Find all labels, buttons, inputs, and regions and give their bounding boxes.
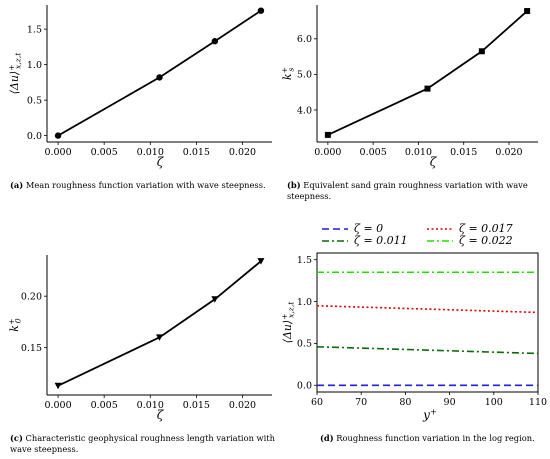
legend-label: ζ = 0.017 [459,222,513,235]
caption-c-text: Characteristic geophysical roughness len… [10,433,275,454]
x-tick-label: 0.020 [229,147,256,158]
x-tick-label: 80 [399,397,411,408]
caption-a-tag: (a) [10,180,24,190]
x-tick-label: 70 [355,397,367,408]
x-tick-label: 0.020 [495,147,522,158]
y-tick-label: 4.0 [297,105,312,116]
caption-a-text: Mean roughness function variation with w… [25,180,266,190]
series-line [327,10,528,136]
data-point [524,8,531,15]
y-axis-label: ⟨Δu⟩+x,z,t [7,52,23,95]
y-tick-label: 0.5 [27,95,42,106]
series-line [57,9,262,137]
plot-frame [316,252,539,393]
x-tick-label: 0.010 [137,400,164,411]
data-point [211,38,219,45]
x-axis-label: ζ [157,155,165,169]
y-tick-label: 0.0 [297,381,312,392]
caption-d-text: Roughness function variation in the log … [336,433,535,443]
x-tick-label: 110 [529,397,547,408]
x-tick-label: 0.000 [314,147,341,158]
data-point [156,334,163,341]
series-line [316,345,539,355]
data-point [54,382,62,390]
y-tick-label: 5.0 [297,70,312,81]
x-tick-label: 90 [444,397,456,408]
x-tick-label: 0.000 [44,400,71,411]
legend-label: ζ = 0 [354,222,383,235]
legend-label: ζ = 0.022 [459,234,513,247]
x-tick-label: 0.010 [137,147,164,158]
x-tick-label: 0.020 [229,400,256,411]
x-tick-label: 0.000 [44,147,71,158]
x-tick-label: 0.005 [91,400,118,411]
caption-a: (a) Mean roughness function variation wi… [10,180,280,191]
x-axis-label: y+ [422,406,437,422]
legend-label: ζ = 0.011 [354,234,408,247]
data-point [257,7,265,14]
y-tick-label: 0.20 [21,291,42,302]
data-point [424,85,431,92]
data-point [324,131,331,138]
data-point [478,48,485,55]
x-tick-label: 0.005 [360,147,387,158]
y-tick-label: 1.5 [27,24,42,35]
data-point [211,296,219,303]
y-axis-label: ⟨Δu⟩+x,z,t [280,301,296,344]
y-tick-label: 1.5 [297,255,312,266]
x-tick-label: 0.015 [450,147,477,158]
data-point [54,132,62,139]
caption-b-text: Equivalent sand grain roughness variatio… [287,180,528,201]
y-tick-label: 1.0 [297,297,312,308]
data-point [257,258,265,265]
x-tick-label: 0.005 [91,147,118,158]
chart-a: 0.000 0.005 0.010 0.015 0.020 0.0 0.5 1.0 1.5 ζ ⟨Δ… [7,5,272,169]
data-point [156,74,163,81]
x-tick-label: 60 [311,397,323,408]
x-tick-label: 100 [485,397,503,408]
chart-d: 60 70 80 90 100 110 0.0 0.5 1.0 1.5 y+ ⟨Δu⟩+x,z,t ζ … [280,222,547,422]
caption-b-tag: (b) [287,180,301,190]
x-tick-label: 0.010 [405,147,432,158]
y-tick-label: 6.0 [297,34,312,45]
caption-d-tag: (d) [320,433,334,443]
chart-b: 0.000 0.005 0.010 0.015 0.020 4.0 5.0 6.0 ζ k+s [280,5,538,169]
caption-b: (b) Equivalent sand grain roughness vari… [287,180,547,202]
caption-d: (d) Roughness function variation in the … [320,433,550,444]
y-tick-label: 0.15 [21,343,42,354]
series-line [316,304,539,314]
x-tick-label: 0.015 [183,147,210,158]
series-line [57,260,262,387]
x-tick-label: 0.015 [183,400,210,411]
y-tick-label: 1.0 [27,60,42,71]
chart-c: 0.000 0.005 0.010 0.015 0.020 0.15 0.20 ζ k+0 [7,255,272,422]
caption-c-tag: (c) [10,433,23,443]
x-axis-label: ζ [430,155,438,169]
y-axis-label: k+0 [7,318,23,332]
y-tick-label: 0.5 [297,339,312,350]
y-tick-label: 0.0 [27,131,42,142]
caption-c: (c) Characteristic geophysical roughness… [10,433,280,455]
x-axis-label: ζ [157,408,165,422]
y-axis-label: k+s [280,67,296,80]
